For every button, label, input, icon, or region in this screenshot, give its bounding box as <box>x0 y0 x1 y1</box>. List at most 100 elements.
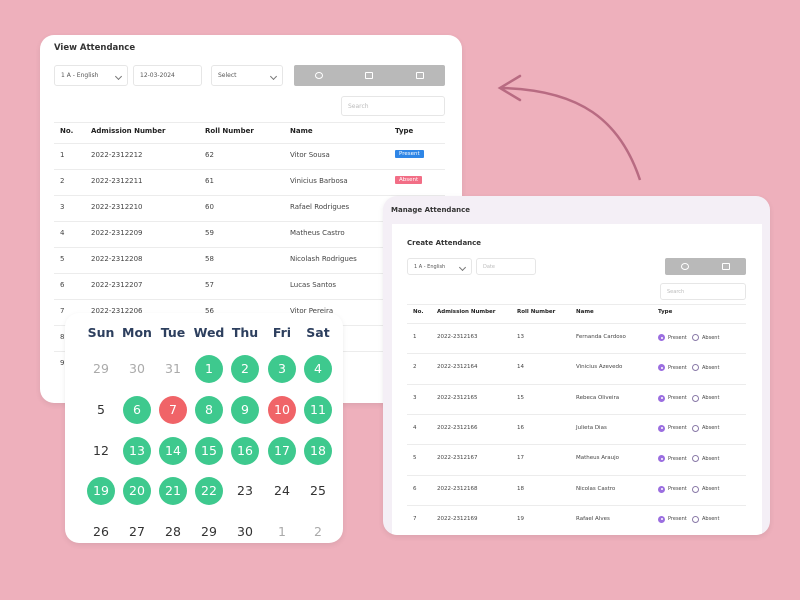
row-line <box>54 195 445 196</box>
radio[interactable] <box>658 455 665 463</box>
weekday: Wed <box>193 325 225 340</box>
radio-dot <box>660 336 663 339</box>
radio[interactable] <box>692 394 699 402</box>
cell: 3 <box>60 203 65 211</box>
cell: 7 <box>413 515 417 522</box>
radio-label: Present <box>668 486 687 492</box>
radio-dot <box>660 366 663 369</box>
radio-dot <box>660 457 663 460</box>
cell: 2022-2312169 <box>437 515 478 522</box>
day: 1 <box>205 361 213 376</box>
day-circle <box>123 436 151 465</box>
search-input[interactable]: Search <box>660 283 746 300</box>
class-select[interactable]: 1 A - English <box>407 258 472 275</box>
radio[interactable] <box>692 364 699 372</box>
day: 17 <box>274 442 290 458</box>
column-header: No. <box>60 127 74 135</box>
cell: Fernanda Cardoso <box>576 334 626 340</box>
row-line <box>407 353 746 355</box>
icon-button[interactable] <box>344 65 394 86</box>
search-input[interactable]: Search <box>341 96 445 116</box>
class-select[interactable]: 1 A - English <box>54 65 128 86</box>
day-circle <box>195 395 223 424</box>
day-circle <box>231 395 259 424</box>
radio-dot <box>660 518 663 521</box>
day-circle <box>195 477 223 506</box>
cell: 1 <box>60 151 65 159</box>
icon-button[interactable] <box>395 65 445 86</box>
day-circle <box>195 355 223 383</box>
day: 20 <box>129 483 145 499</box>
day: 30 <box>129 361 145 376</box>
row-line <box>407 323 746 324</box>
radio[interactable] <box>692 424 699 432</box>
cell: 60 <box>205 203 214 211</box>
radio[interactable] <box>658 515 665 523</box>
icon <box>315 71 324 79</box>
day: 2 <box>241 361 249 376</box>
radio[interactable] <box>692 515 699 523</box>
day: 31 <box>165 361 181 376</box>
day-circle <box>304 436 332 465</box>
table-header-line <box>54 122 445 123</box>
radio-label: Present <box>668 425 687 432</box>
icon-button[interactable] <box>294 65 344 86</box>
button-group <box>294 65 445 86</box>
cell: 2022-2312210 <box>91 203 143 211</box>
cell: 19 <box>517 515 524 522</box>
cell: 2022-2312212 <box>91 151 143 159</box>
cell: 2022-2312166 <box>437 424 478 431</box>
panel: Create Attendance 1 A - English Date Search… <box>392 224 762 535</box>
radio[interactable] <box>658 424 665 432</box>
manage-attendance-card: Manage Attendance Create Attendance 1 A - … <box>383 196 770 535</box>
day: 15 <box>201 442 217 458</box>
radio[interactable] <box>692 485 699 493</box>
radio-dot <box>660 427 663 430</box>
class-select-text: 1 A - English <box>414 263 446 270</box>
date-input[interactable]: Date <box>476 258 536 275</box>
cell: 5 <box>60 255 65 263</box>
day: 26 <box>93 524 109 540</box>
day: 7 <box>169 401 177 417</box>
row-line <box>54 143 445 144</box>
card-title: View Attendance <box>54 43 136 53</box>
column-header: Type <box>395 127 414 135</box>
cell: Matheus Araujo <box>576 455 620 462</box>
row-line <box>407 413 746 415</box>
cell: Vitor Sousa <box>290 151 330 159</box>
day-circle <box>268 395 296 424</box>
radio[interactable] <box>692 334 699 341</box>
radio[interactable] <box>658 334 665 341</box>
radio[interactable] <box>658 485 665 493</box>
day: 21 <box>165 483 181 499</box>
weekday: Tue <box>160 325 186 340</box>
select[interactable]: Select <box>211 65 283 86</box>
radio[interactable] <box>658 364 665 372</box>
day: 22 <box>201 483 217 499</box>
day: 5 <box>97 401 105 417</box>
cell: 57 <box>205 281 214 289</box>
type-badge: Present <box>395 150 424 158</box>
cell: Rafael Rodrigues <box>290 203 350 211</box>
date-input[interactable]: 12-03-2024 <box>133 65 202 86</box>
day-circle <box>268 355 296 383</box>
cell: 56 <box>205 307 214 315</box>
cell: 3 <box>413 394 417 401</box>
day-circle <box>304 355 332 383</box>
select-text: Select <box>218 72 237 79</box>
cell: Nicolas Castro <box>576 485 616 492</box>
radio[interactable] <box>658 394 665 402</box>
date-input-text: 12-03-2024 <box>140 72 175 79</box>
day: 10 <box>274 401 290 417</box>
column-header: Roll Number <box>517 309 556 315</box>
day: 6 <box>133 401 141 417</box>
icon-button[interactable] <box>706 258 747 275</box>
row-line <box>54 299 445 300</box>
day-circle <box>231 355 259 383</box>
day: 3 <box>278 361 286 376</box>
radio[interactable] <box>692 455 699 463</box>
icon-button[interactable] <box>665 258 706 275</box>
cell: 62 <box>205 151 214 159</box>
cell: 2022-2312206 <box>91 307 143 315</box>
row-line <box>54 247 445 248</box>
